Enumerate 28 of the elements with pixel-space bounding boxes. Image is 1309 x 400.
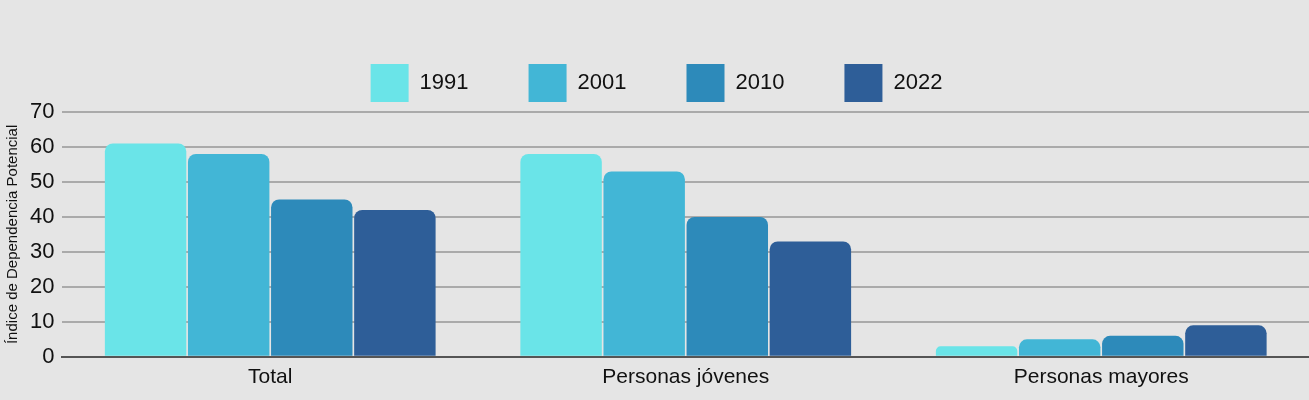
y-axis-title: Índice de Dependencia Potencial	[3, 124, 21, 345]
legend-label: 2010	[735, 69, 785, 95]
y-tick-label: 40	[29, 202, 55, 228]
y-tick-label: 20	[29, 272, 55, 298]
x-tick-label: Personas jóvenes	[602, 364, 770, 388]
y-tick-label: 10	[29, 307, 55, 333]
bar	[520, 153, 602, 356]
x-tick-label: Personas mayores	[1013, 364, 1189, 388]
legend-label: 2022	[893, 69, 943, 95]
bar	[1102, 335, 1184, 356]
bar	[1018, 339, 1101, 356]
y-tick-label: 70	[29, 98, 55, 124]
legend-label: 1991	[419, 69, 469, 95]
bar	[769, 241, 852, 356]
bar	[686, 216, 769, 356]
y-tick-label: 50	[29, 168, 55, 194]
bar	[104, 143, 187, 356]
y-tick-label: 0	[42, 342, 55, 368]
bar	[354, 209, 436, 356]
bar	[187, 153, 270, 356]
x-tick-label: Total	[248, 364, 293, 388]
bar	[1185, 325, 1267, 356]
bar	[935, 346, 1018, 356]
bar	[603, 171, 685, 356]
bar	[271, 199, 353, 356]
legend-label: 2001	[577, 69, 627, 95]
y-tick-label: 60	[29, 133, 55, 159]
y-tick-label: 30	[29, 237, 55, 263]
